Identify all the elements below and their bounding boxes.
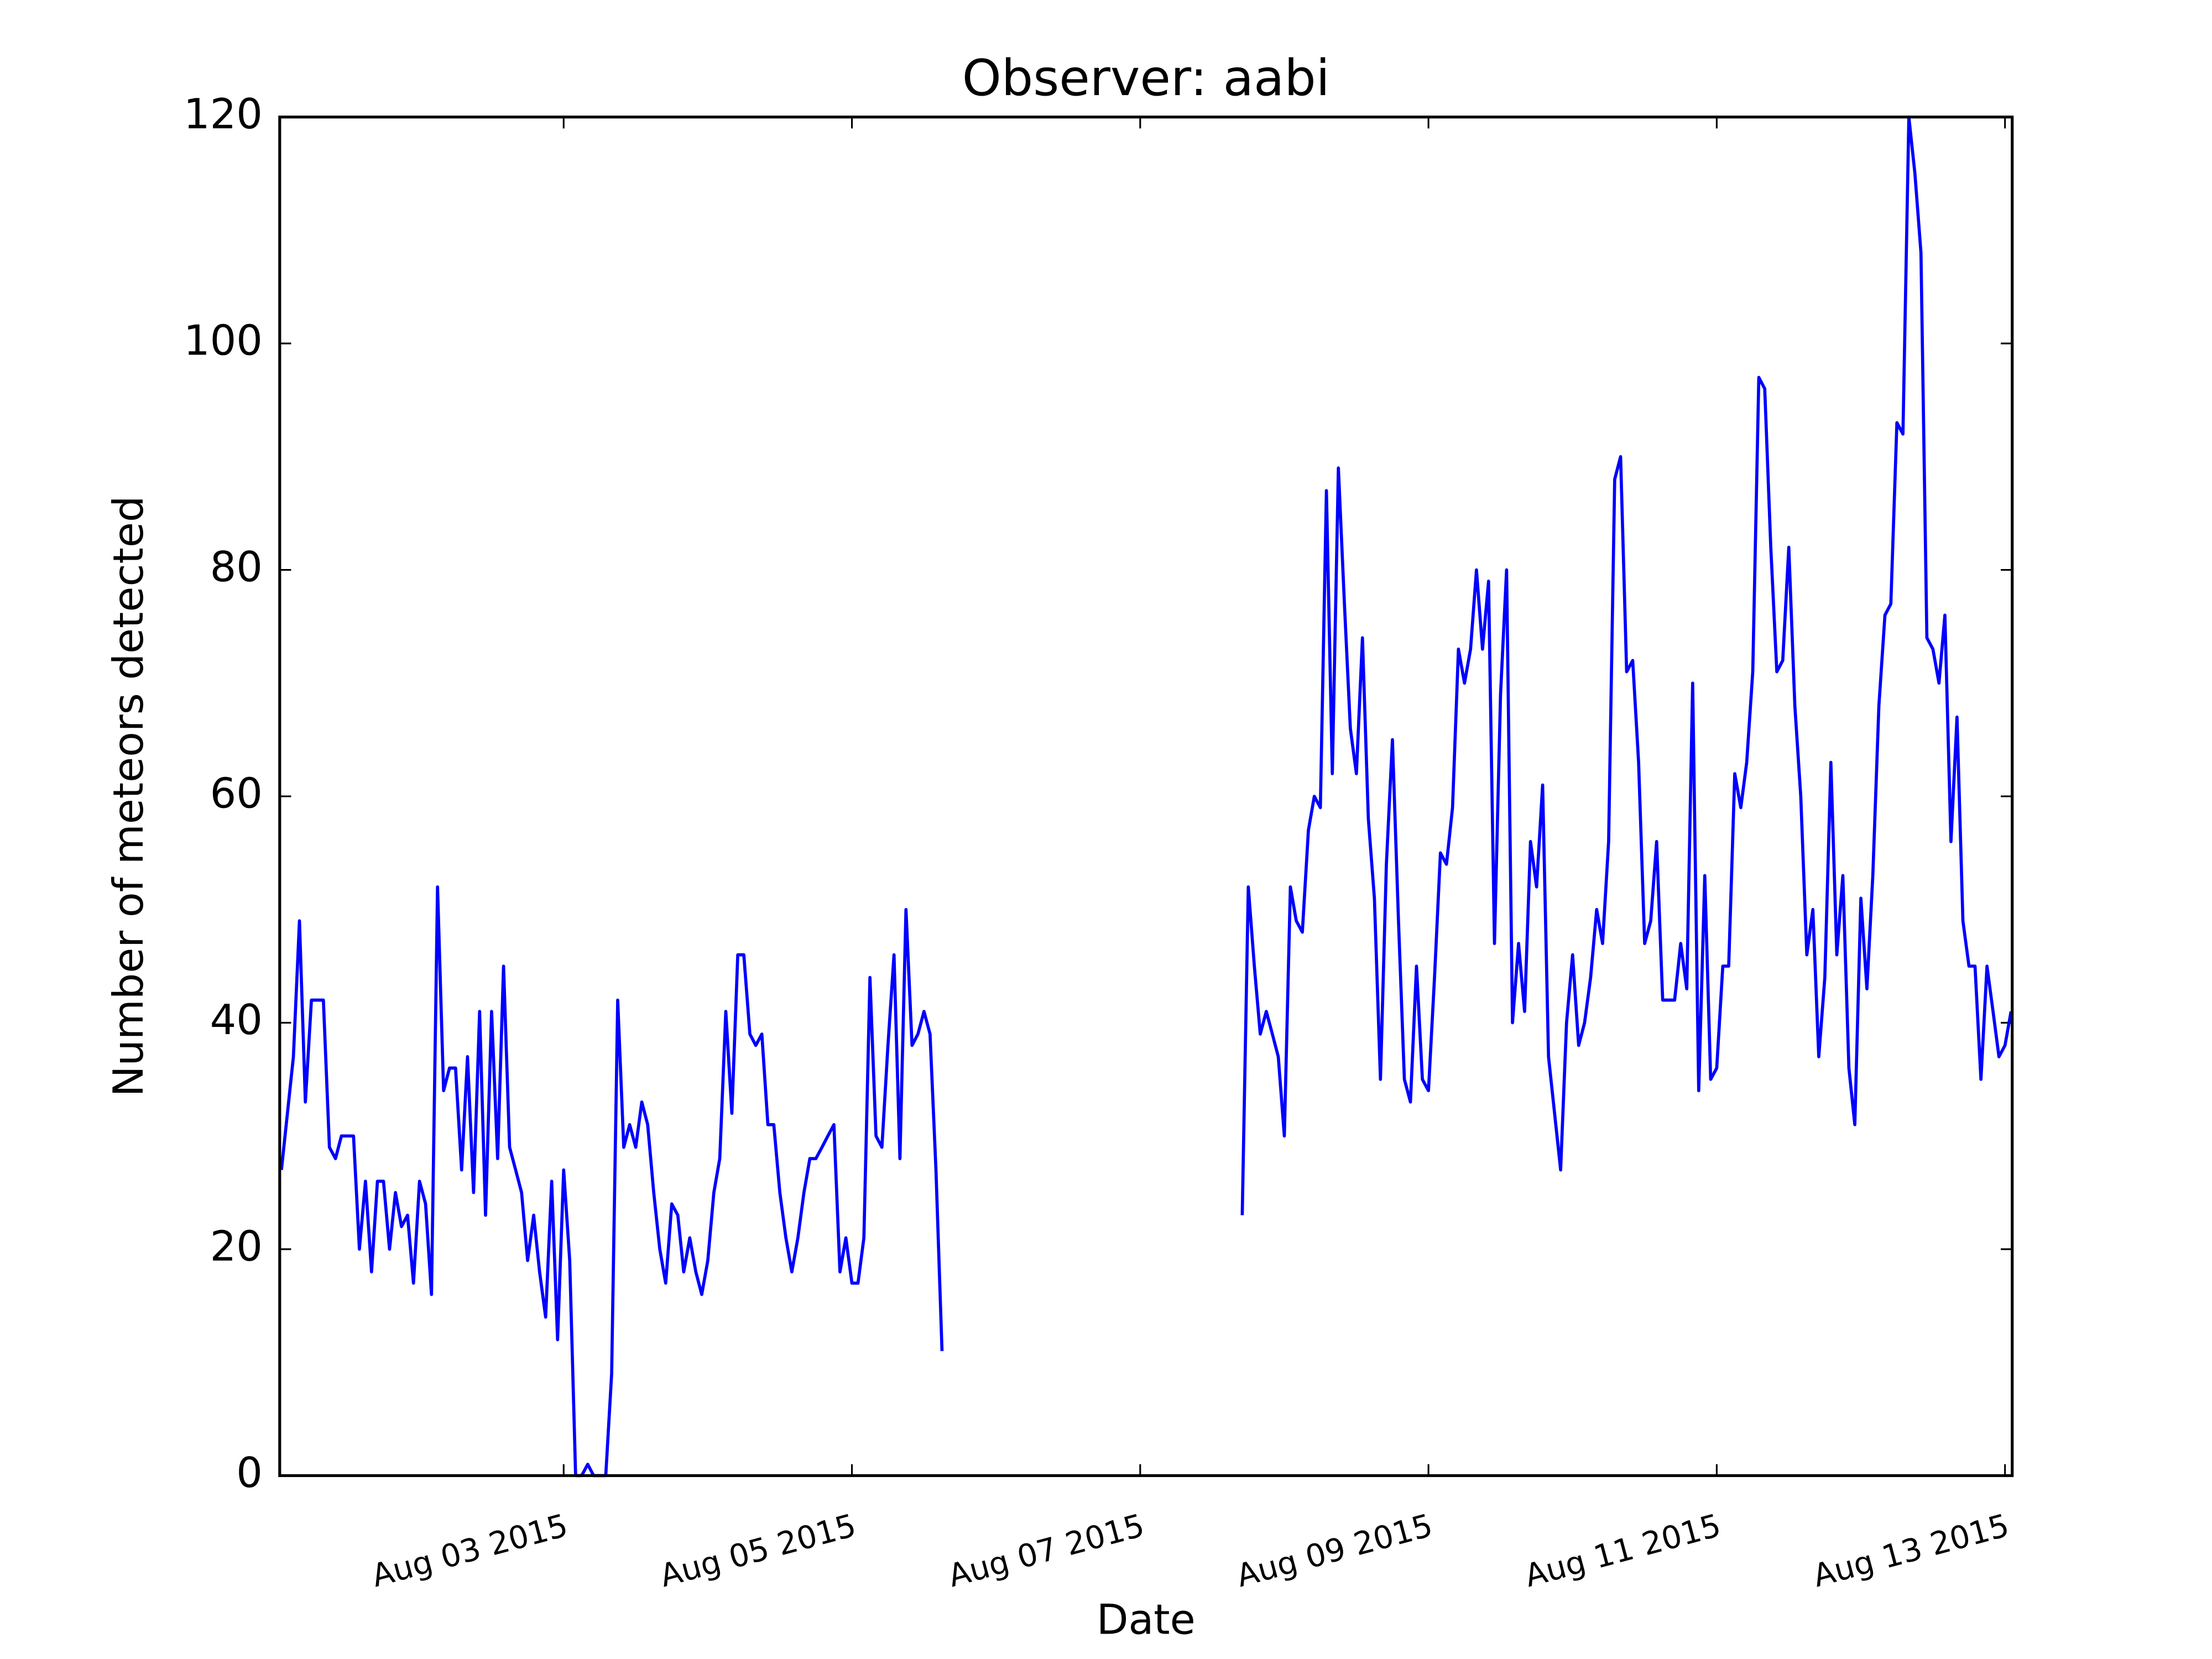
data-line	[280, 115, 2013, 1478]
plot-frame	[278, 116, 2014, 1477]
y-tick-label: 40	[210, 996, 263, 1044]
y-tick-label: 0	[236, 1449, 263, 1497]
x-axis-label: Date	[1097, 1596, 1196, 1644]
y-tick-label: 20	[210, 1222, 263, 1270]
y-tick-label: 60	[210, 770, 263, 818]
y-tick-label: 100	[184, 317, 263, 365]
y-axis-label: Number of meteors detected	[105, 496, 153, 1097]
chart-title: Observer: aabi	[962, 49, 1330, 107]
y-tick-label: 120	[184, 90, 263, 138]
y-tick-label: 80	[210, 543, 263, 591]
